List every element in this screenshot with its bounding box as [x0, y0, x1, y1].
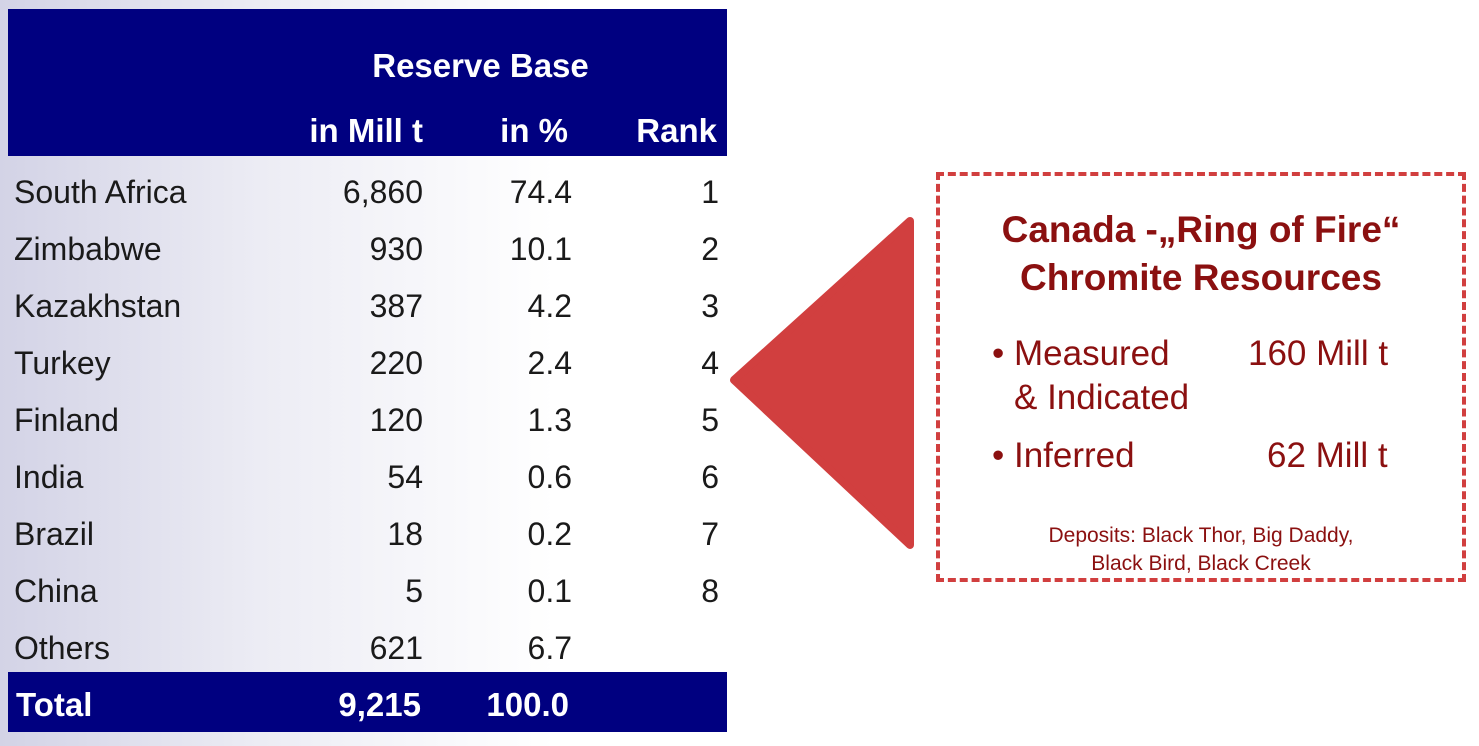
- country-cell: Kazakhstan: [14, 288, 182, 324]
- table-row: South Africa 6,860 74.4 1: [0, 168, 740, 225]
- inferred-value: 62 Mill t: [1267, 436, 1388, 475]
- rank-cell: 3: [701, 288, 719, 324]
- mill-cell: 930: [369, 231, 423, 267]
- mill-cell: 621: [369, 630, 423, 666]
- mill-cell: 54: [387, 459, 423, 495]
- mill-cell: 387: [369, 288, 423, 324]
- mill-cell: 18: [387, 516, 423, 552]
- rank-cell: 4: [701, 345, 719, 381]
- deposits-note: Deposits: Black Thor, Big Daddy, Black B…: [1048, 524, 1354, 575]
- total-label: Total: [16, 686, 93, 723]
- percent-cell: 6.7: [527, 630, 572, 666]
- table-total-row: Total 9,215 100.0: [8, 672, 727, 732]
- country-cell: Finland: [14, 402, 119, 438]
- column-header-percent: in %: [500, 112, 568, 149]
- percent-cell: 0.1: [527, 573, 572, 609]
- table-body: South Africa 6,860 74.4 1 Zimbabwe 930 1…: [0, 168, 740, 681]
- percent-cell: 0.2: [527, 516, 572, 552]
- table-row: Turkey 220 2.4 4: [0, 339, 740, 396]
- percent-cell: 10.1: [509, 231, 572, 267]
- rank-cell: 7: [701, 516, 719, 552]
- table-row: India 54 0.6 6: [0, 453, 740, 510]
- rank-cell: 5: [701, 402, 719, 438]
- country-cell: Turkey: [14, 345, 111, 381]
- country-cell: South Africa: [14, 174, 187, 210]
- measured-value: 160 Mill t: [1248, 334, 1389, 373]
- rank-cell: 1: [701, 174, 719, 210]
- callout-title: Canada -„Ring of Fire“ Chromite Resource…: [1001, 209, 1401, 298]
- table-row: Finland 120 1.3 5: [0, 396, 740, 453]
- table-row: Kazakhstan 387 4.2 3: [0, 282, 740, 339]
- country-cell: India: [14, 459, 84, 495]
- table-row: China 5 0.1 8: [0, 567, 740, 624]
- percent-cell: 4.2: [527, 288, 572, 324]
- measured-label: • Measured: [992, 334, 1170, 373]
- table-row: Zimbabwe 930 10.1 2: [0, 225, 740, 282]
- column-header-mill: in Mill t: [309, 112, 423, 149]
- total-percent: 100.0: [486, 686, 569, 723]
- pointer-arrow-icon: [730, 217, 914, 549]
- percent-cell: 0.6: [527, 459, 572, 495]
- rank-cell: 2: [701, 231, 719, 267]
- country-cell: Others: [14, 630, 111, 666]
- country-cell: Zimbabwe: [14, 231, 162, 267]
- table-header: Reserve Base in Mill t in % Rank: [8, 9, 727, 156]
- ring-of-fire-callout: Canada -„Ring of Fire“ Chromite Resource…: [936, 172, 1466, 582]
- country-cell: China: [14, 573, 98, 609]
- mill-cell: 6,860: [342, 174, 423, 210]
- country-cell: Brazil: [14, 516, 95, 552]
- table-row: Others 621 6.7: [0, 624, 740, 681]
- mill-cell: 5: [405, 573, 423, 609]
- rank-cell: 6: [701, 459, 719, 495]
- percent-cell: 2.4: [527, 345, 572, 381]
- rank-cell: 8: [701, 573, 719, 609]
- inferred-label: • Inferred: [992, 436, 1135, 475]
- mill-cell: 220: [369, 345, 423, 381]
- mill-cell: 120: [369, 402, 423, 438]
- column-header-rank: Rank: [636, 112, 717, 149]
- percent-cell: 74.4: [509, 174, 572, 210]
- total-mill: 9,215: [338, 686, 421, 723]
- table-row: Brazil 18 0.2 7: [0, 510, 740, 567]
- table-title: Reserve Base: [372, 47, 589, 84]
- percent-cell: 1.3: [527, 402, 572, 438]
- indicated-label: & Indicated: [1014, 378, 1190, 417]
